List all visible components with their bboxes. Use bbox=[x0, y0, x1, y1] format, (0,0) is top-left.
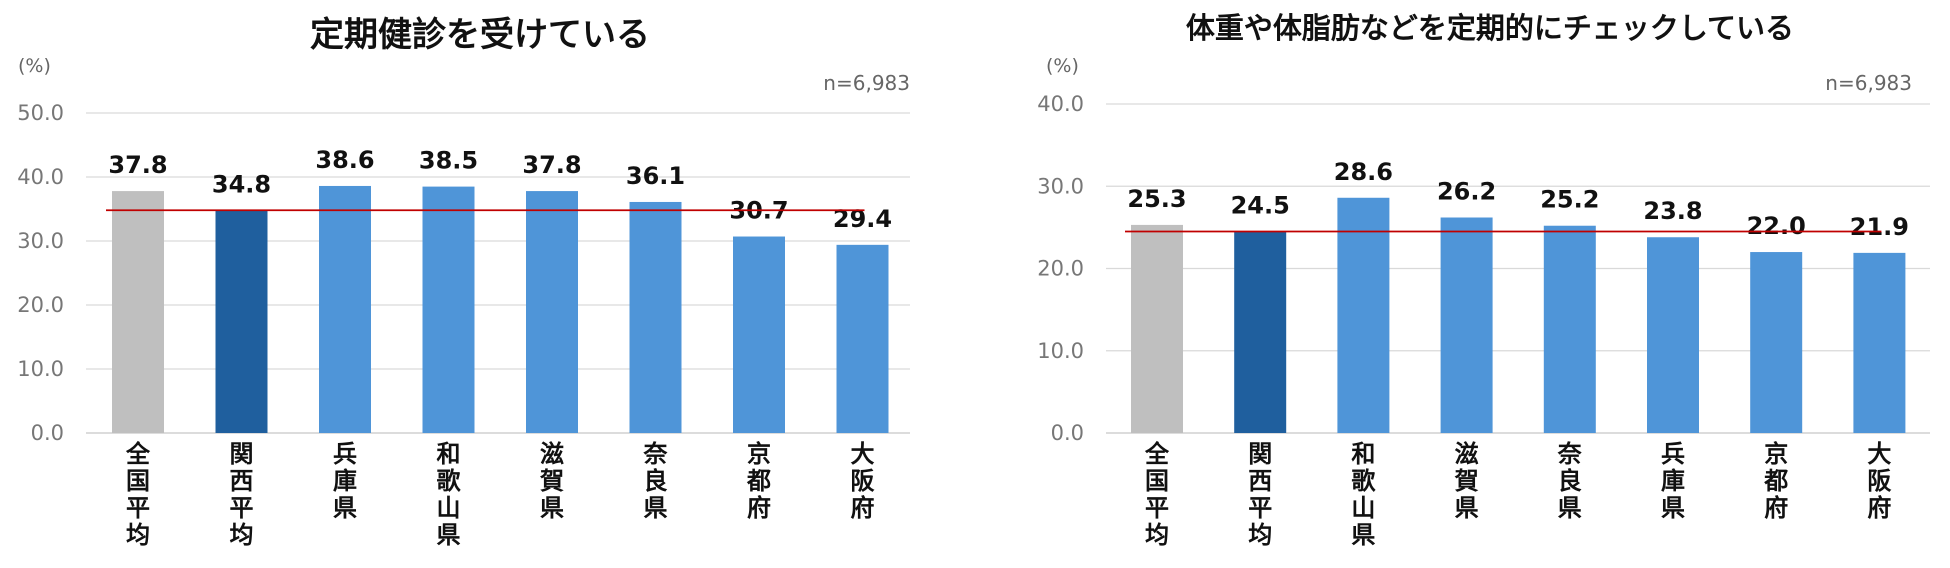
data-label: 29.4 bbox=[833, 205, 892, 233]
data-label: 21.9 bbox=[1850, 213, 1909, 241]
bar bbox=[1647, 237, 1699, 433]
data-label: 25.2 bbox=[1540, 186, 1599, 214]
y-tick-label: 40.0 bbox=[1037, 92, 1084, 116]
bar bbox=[422, 186, 475, 433]
category-label: 和歌山県 bbox=[437, 440, 462, 549]
data-label: 34.8 bbox=[212, 170, 271, 198]
bar bbox=[629, 201, 682, 433]
bar bbox=[1234, 231, 1287, 433]
category-label: 全国平均 bbox=[125, 440, 151, 549]
category-label: 滋賀県 bbox=[539, 440, 564, 522]
data-label: 22.0 bbox=[1747, 212, 1806, 240]
category-label: 大阪府 bbox=[1867, 440, 1891, 522]
category-label: 京都府 bbox=[1763, 440, 1788, 522]
bar bbox=[1337, 197, 1390, 433]
data-label: 25.3 bbox=[1127, 185, 1186, 213]
category-label: 兵庫県 bbox=[333, 440, 357, 522]
bar bbox=[526, 191, 578, 433]
bar bbox=[1543, 225, 1596, 433]
category-label: 奈良県 bbox=[1557, 440, 1583, 522]
category-label: 全国平均 bbox=[1144, 440, 1170, 549]
y-axis-unit: (%) bbox=[18, 55, 51, 77]
y-tick-label: 20.0 bbox=[1037, 257, 1084, 281]
y-tick-label: 20.0 bbox=[17, 293, 64, 317]
category-label: 和歌山県 bbox=[1351, 440, 1376, 549]
y-tick-label: 0.0 bbox=[31, 421, 64, 445]
category-label: 奈良県 bbox=[643, 440, 669, 522]
bar bbox=[836, 244, 889, 433]
bar bbox=[319, 185, 371, 433]
data-label: 36.1 bbox=[626, 162, 685, 190]
y-tick-label: 30.0 bbox=[1037, 174, 1084, 198]
sample-size-note: n=6,983 bbox=[823, 71, 910, 95]
data-label: 37.8 bbox=[522, 151, 581, 179]
bar bbox=[215, 210, 268, 433]
bar bbox=[733, 236, 785, 433]
y-tick-label: 10.0 bbox=[17, 357, 64, 381]
data-label: 23.8 bbox=[1643, 197, 1702, 225]
y-tick-label: 10.0 bbox=[1037, 339, 1084, 363]
y-tick-label: 30.0 bbox=[17, 229, 64, 253]
category-label: 滋賀県 bbox=[1454, 440, 1479, 522]
y-axis-unit: (%) bbox=[1046, 55, 1079, 77]
data-label: 38.6 bbox=[315, 146, 374, 174]
category-label: 兵庫県 bbox=[1661, 440, 1685, 522]
category-label: 関西平均 bbox=[1248, 440, 1272, 549]
y-tick-label: 40.0 bbox=[17, 165, 64, 189]
sample-size-note: n=6,983 bbox=[1825, 71, 1912, 95]
chart-title: 定期健診を受けている bbox=[310, 15, 650, 55]
bar bbox=[1750, 252, 1803, 433]
category-label: 京都府 bbox=[746, 440, 771, 522]
bar bbox=[1131, 224, 1183, 433]
chart-1: 定期健診を受けている (%) n=6,983 0.0 10.0 20.0 30.0 40.0 5… bbox=[17, 15, 910, 549]
data-label: 38.5 bbox=[419, 147, 478, 175]
y-tick-label: 0.0 bbox=[1051, 421, 1084, 445]
category-label: 大阪府 bbox=[851, 440, 875, 522]
bar bbox=[112, 191, 164, 433]
data-label: 24.5 bbox=[1231, 191, 1290, 219]
y-tick-label: 50.0 bbox=[17, 101, 64, 125]
chart-2: 体重や体脂肪などを定期的にチェックしている (%) n=6,983 0.0 10.0 20… bbox=[1037, 11, 1930, 549]
category-label: 関西平均 bbox=[230, 440, 254, 549]
chart-title: 体重や体脂肪などを定期的にチェックしている bbox=[1186, 11, 1794, 45]
data-label: 37.8 bbox=[108, 151, 167, 179]
bar bbox=[1853, 252, 1906, 433]
bar bbox=[1440, 217, 1493, 433]
data-label: 28.6 bbox=[1334, 158, 1393, 186]
data-label: 26.2 bbox=[1437, 178, 1496, 206]
